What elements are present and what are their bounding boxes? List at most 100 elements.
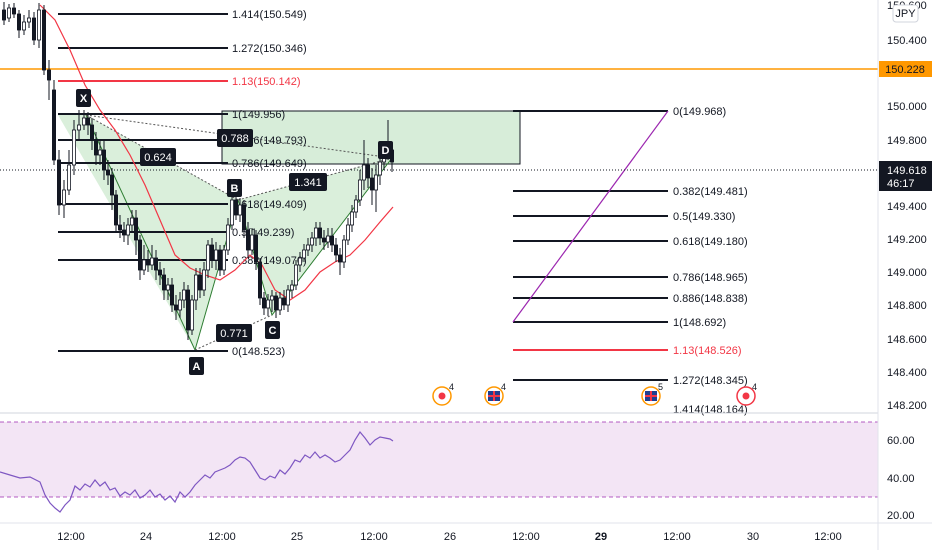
candle-body: [149, 257, 154, 266]
candle-body: [337, 254, 342, 263]
candle-body: [197, 274, 202, 291]
price-tick: 149.800: [887, 135, 927, 147]
uk-flag-event-icon[interactable]: 5: [641, 382, 663, 406]
candle-body: [157, 269, 162, 276]
fib-label: 0.382(149.070): [232, 255, 307, 267]
price-tick: 149.000: [887, 267, 927, 279]
candle-body: [249, 234, 254, 251]
candle-body: [189, 299, 194, 331]
time-tick: 12:00: [512, 531, 540, 543]
alarm-event-icon[interactable]: 4: [432, 382, 454, 406]
prz-box[interactable]: [221, 110, 521, 165]
candle-body: [217, 249, 222, 271]
candle-body: [281, 297, 286, 306]
candle-body: [269, 295, 274, 301]
point-d-label: D: [382, 145, 390, 157]
candle-body: [2, 9, 7, 21]
candle-body: [289, 284, 294, 291]
fib-label: 1.414(150.549): [232, 9, 307, 21]
candle-body: [52, 89, 57, 161]
time-tick: 12:00: [208, 531, 236, 543]
time-axis[interactable]: 12:00 24 12:00 25 12:00 26 12:00 29 12:0…: [0, 522, 932, 543]
alarm-event-icon[interactable]: 4: [736, 382, 757, 406]
xd-dotted: [85, 114, 393, 159]
current-price-value: 149.618: [887, 165, 927, 177]
event-count: 4: [449, 382, 454, 392]
rsi-pane[interactable]: [0, 421, 878, 513]
event-count: 4: [752, 382, 757, 392]
orange-price-tag: [879, 61, 932, 77]
candlestick-series[interactable]: [2, 2, 394, 340]
candle-body: [98, 149, 103, 156]
candle-body: [90, 124, 95, 141]
candle-body: [369, 177, 374, 191]
projection-trendline[interactable]: [512, 110, 669, 323]
ratio-xb: 0.624: [144, 152, 172, 164]
candle-body: [137, 239, 142, 271]
candle-body: [329, 235, 334, 246]
candle-body: [7, 7, 12, 19]
moving-average-line[interactable]: [39, 4, 394, 301]
rfib-label: 1(148.692): [673, 317, 726, 329]
candle-body: [37, 9, 42, 41]
candle-body: [102, 149, 107, 171]
fib-label: 0(148.523): [232, 346, 285, 358]
candle-body: [185, 289, 190, 331]
point-a-box: [189, 357, 204, 375]
candle-body: [273, 295, 278, 311]
countdown-value: 46:17: [887, 178, 915, 190]
candle-body: [173, 304, 178, 311]
candle-body: [205, 244, 210, 271]
candle-body: [77, 124, 82, 131]
rfib-label: 0.382(149.481): [673, 186, 748, 198]
candle-body: [317, 227, 322, 239]
candle-body: [129, 217, 134, 226]
candle-body: [357, 179, 362, 201]
candle-body: [82, 117, 87, 126]
candle-body: [169, 284, 174, 306]
candle-body: [305, 244, 310, 251]
rsi-band: [0, 422, 878, 497]
candle-body: [181, 289, 186, 301]
rfib-label: 1.13(148.526): [673, 345, 742, 357]
candle-body: [373, 174, 378, 191]
candle-body: [62, 189, 67, 206]
time-tick: 12:00: [814, 531, 842, 543]
candle-body: [141, 259, 146, 271]
fib-label: 1.272(150.346): [232, 43, 307, 55]
time-tick: 25: [291, 531, 303, 543]
event-count: 5: [658, 382, 663, 392]
ratio-xd: 0.788: [221, 133, 249, 145]
candle-body: [209, 244, 214, 261]
candle-body: [309, 237, 314, 246]
ratio-box-bd: [289, 173, 327, 191]
pattern-point-labels: X A B C D: [76, 89, 393, 375]
point-b-box: [227, 179, 242, 197]
candle-body: [114, 194, 119, 226]
fib-label: 0.5(149.239): [232, 227, 294, 239]
candle-body: [201, 269, 206, 291]
ratio-ac: 0.771: [220, 328, 248, 340]
rsi-tick: 40.00: [887, 473, 915, 485]
candle-body: [193, 274, 198, 301]
currency-badge[interactable]: [892, 4, 919, 23]
candle-body: [177, 299, 182, 311]
fib-label: 1(149.956): [232, 109, 285, 121]
candle-body: [341, 239, 346, 263]
candle-body: [67, 164, 72, 191]
price-tick: 148.400: [887, 367, 927, 379]
candle-body: [126, 224, 131, 236]
candle-body: [42, 9, 47, 71]
price-axis[interactable]: 150.600 150.400 150.000 149.800 149.400 …: [877, 0, 932, 550]
ratio-boxes: 0.624 0.788 1.341 0.771: [140, 129, 327, 342]
rfib-label: 1.414(148.164): [673, 404, 748, 416]
rsi-tick: 60.00: [887, 435, 915, 447]
candle-body: [377, 161, 382, 176]
uk-flag-event-icon[interactable]: 4: [484, 382, 506, 406]
candle-body: [47, 69, 52, 81]
right-fib-lines[interactable]: [513, 110, 668, 381]
candle-body: [118, 224, 123, 231]
event-markers[interactable]: 4 4 5 4: [432, 382, 757, 406]
rfib-label: 1.272(148.345): [673, 375, 748, 387]
